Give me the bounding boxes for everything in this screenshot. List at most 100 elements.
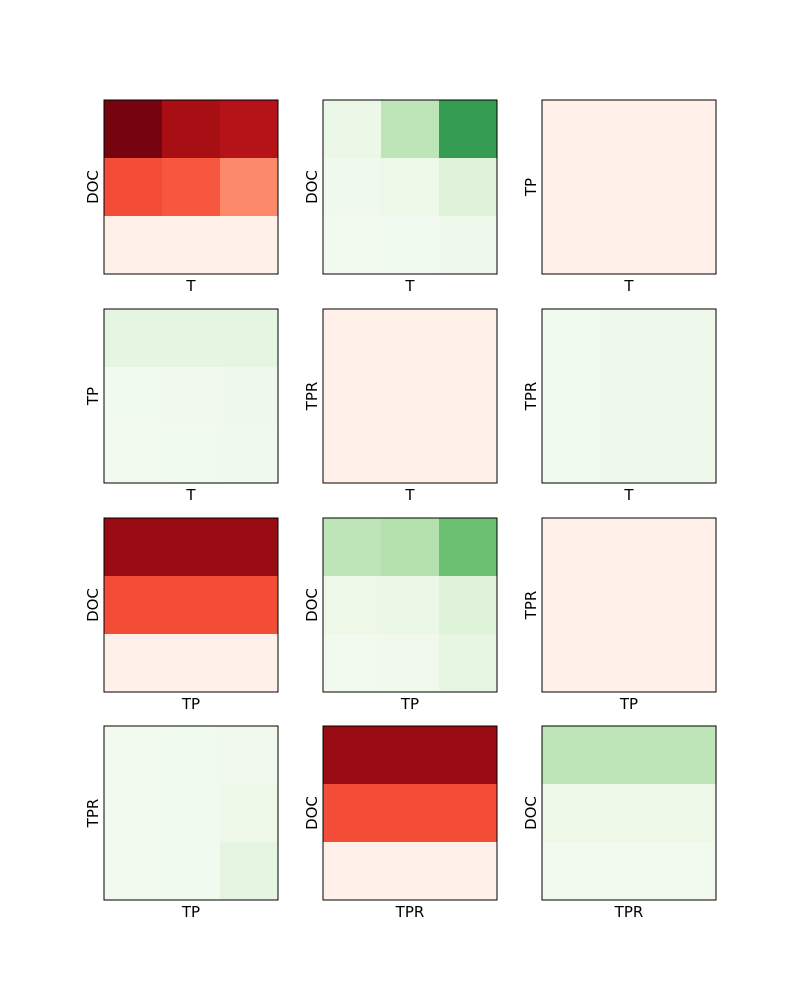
heatmap-cell bbox=[658, 309, 717, 368]
plot-frame bbox=[103, 308, 279, 484]
heatmap-cell bbox=[542, 309, 601, 368]
heatmap-cell bbox=[658, 634, 717, 693]
heatmap-cell bbox=[658, 158, 717, 217]
heatmap-cell bbox=[220, 158, 279, 217]
plot-frame bbox=[322, 725, 498, 901]
heatmap-cell bbox=[104, 216, 163, 275]
heatmap-cell bbox=[162, 634, 221, 693]
heatmap-cell bbox=[542, 367, 601, 426]
heatmap-cell bbox=[658, 216, 717, 275]
y-axis-label: TPR bbox=[84, 799, 102, 829]
heatmap-panel-4: T TP bbox=[84, 308, 279, 504]
heatmap-cell bbox=[162, 425, 221, 484]
y-axis-label: DOC bbox=[303, 796, 321, 830]
heatmap-cell bbox=[323, 634, 382, 693]
heatmap-cell bbox=[542, 726, 601, 785]
y-axis-label: TP bbox=[84, 387, 102, 406]
heatmap-cell bbox=[600, 726, 659, 785]
heatmap-cell bbox=[542, 842, 601, 901]
heatmap-cell bbox=[381, 425, 440, 484]
heatmap-cell bbox=[162, 576, 221, 635]
heatmap-cell bbox=[220, 216, 279, 275]
x-axis-label: T bbox=[404, 277, 415, 295]
heatmap-cell bbox=[323, 842, 382, 901]
y-axis-label: TPR bbox=[522, 382, 540, 412]
heatmap-cell bbox=[323, 216, 382, 275]
x-axis-label: T bbox=[623, 277, 634, 295]
heatmap-cell bbox=[439, 367, 498, 426]
heatmap-cell bbox=[542, 634, 601, 693]
heatmap-cell bbox=[162, 100, 221, 159]
heatmap-cell bbox=[658, 425, 717, 484]
heatmap-cell bbox=[323, 726, 382, 785]
heatmap-cell bbox=[439, 634, 498, 693]
heatmap-cell bbox=[220, 425, 279, 484]
heatmap-cell bbox=[162, 518, 221, 577]
heatmap-cell bbox=[381, 726, 440, 785]
heatmap-cell bbox=[323, 158, 382, 217]
heatmap-cell bbox=[439, 425, 498, 484]
heatmap-panel-11: TPR DOC bbox=[303, 725, 498, 921]
y-axis-label: DOC bbox=[84, 170, 102, 204]
x-axis-label: TPR bbox=[614, 903, 644, 921]
heatmap-cell bbox=[104, 842, 163, 901]
heatmap-cell bbox=[600, 784, 659, 843]
heatmap-cell bbox=[104, 367, 163, 426]
plot-frame bbox=[541, 517, 717, 693]
heatmap-cell bbox=[104, 309, 163, 368]
heatmap-cell bbox=[600, 425, 659, 484]
heatmap-cell bbox=[600, 518, 659, 577]
y-axis-label: TP bbox=[522, 178, 540, 197]
heatmap-cell bbox=[600, 309, 659, 368]
heatmap-cell bbox=[600, 100, 659, 159]
heatmap-cell bbox=[220, 726, 279, 785]
x-axis-label: TP bbox=[181, 903, 200, 921]
heatmap-cell bbox=[658, 726, 717, 785]
heatmap-cell bbox=[162, 367, 221, 426]
heatmap-panel-5: T TPR bbox=[303, 308, 498, 504]
heatmap-cell bbox=[104, 634, 163, 693]
heatmap-cell bbox=[381, 367, 440, 426]
heatmap-cell bbox=[658, 100, 717, 159]
heatmap-cell bbox=[381, 842, 440, 901]
heatmap-cell bbox=[104, 425, 163, 484]
heatmap-cell bbox=[220, 634, 279, 693]
heatmap-cell bbox=[658, 842, 717, 901]
heatmap-cell bbox=[323, 100, 382, 159]
heatmap-cell bbox=[220, 309, 279, 368]
heatmap-cell bbox=[220, 100, 279, 159]
heatmap-cell bbox=[104, 726, 163, 785]
y-axis-label: TPR bbox=[303, 382, 321, 412]
x-axis-label: TP bbox=[181, 695, 200, 713]
plot-frame bbox=[103, 517, 279, 693]
heatmap-cell bbox=[104, 576, 163, 635]
heatmap-cell bbox=[542, 425, 601, 484]
y-axis-label: DOC bbox=[84, 588, 102, 622]
heatmap-cell bbox=[600, 634, 659, 693]
heatmap-panel-3: T TP bbox=[522, 99, 717, 295]
heatmap-panel-8: TP DOC bbox=[303, 517, 498, 713]
heatmap-cell bbox=[658, 576, 717, 635]
heatmap-cell bbox=[542, 100, 601, 159]
heatmap-cell bbox=[162, 726, 221, 785]
plot-frame bbox=[103, 99, 279, 275]
heatmap-cell bbox=[104, 158, 163, 217]
heatmap-cell bbox=[542, 784, 601, 843]
heatmap-cell bbox=[439, 158, 498, 217]
heatmap-cell bbox=[323, 576, 382, 635]
plot-frame bbox=[322, 517, 498, 693]
plot-frame bbox=[322, 99, 498, 275]
heatmap-cell bbox=[323, 425, 382, 484]
heatmap-cell bbox=[162, 842, 221, 901]
x-axis-label: T bbox=[404, 486, 415, 504]
heatmap-panel-1: T DOC bbox=[84, 99, 279, 295]
heatmap-cell bbox=[600, 576, 659, 635]
heatmap-cell bbox=[439, 726, 498, 785]
heatmap-cell bbox=[439, 100, 498, 159]
heatmap-panel-12: TPR DOC bbox=[522, 725, 717, 921]
heatmap-cell bbox=[439, 784, 498, 843]
heatmap-cell bbox=[220, 518, 279, 577]
heatmap-cell bbox=[162, 784, 221, 843]
heatmap-panel-6: T TPR bbox=[522, 308, 717, 504]
